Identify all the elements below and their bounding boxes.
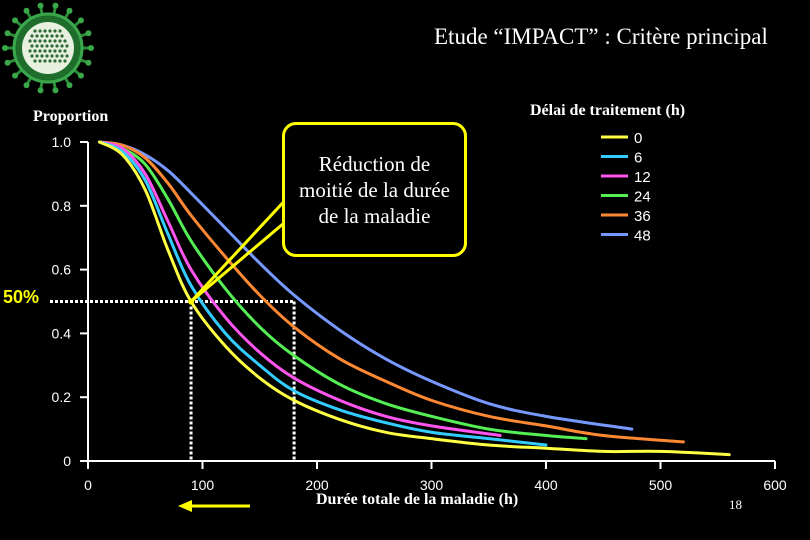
virus-logo-icon bbox=[2, 2, 94, 94]
x-tick-label: 200 bbox=[305, 477, 329, 493]
legend-label-48: 48 bbox=[634, 228, 651, 245]
series-line-24 bbox=[97, 140, 588, 441]
y-tick-label: 0.8 bbox=[52, 198, 72, 214]
x-tick-label: 300 bbox=[420, 477, 444, 493]
series-line-36 bbox=[97, 140, 685, 444]
x-tick-label: 400 bbox=[534, 477, 558, 493]
series-line-48 bbox=[97, 140, 634, 431]
y-axis-label: Proportion bbox=[33, 108, 109, 125]
legend-label-24: 24 bbox=[634, 189, 651, 206]
callout-pointer bbox=[190, 216, 291, 303]
callout-pointer-edge bbox=[189, 193, 292, 303]
x-tick-label: 100 bbox=[191, 477, 215, 493]
legend-label-12: 12 bbox=[634, 169, 651, 186]
legend-title: Délai de traitement (h) bbox=[530, 102, 686, 119]
x-tick-label: 600 bbox=[763, 477, 787, 493]
highlight-point bbox=[188, 298, 195, 305]
series-line-6 bbox=[97, 140, 548, 447]
arrow-left-icon bbox=[178, 500, 192, 512]
legend-label-36: 36 bbox=[634, 208, 651, 225]
x-tick-label: 500 bbox=[649, 477, 673, 493]
y-tick-label: 0.2 bbox=[52, 389, 72, 405]
series-line-0 bbox=[97, 140, 731, 457]
page-number: 18 bbox=[729, 497, 742, 512]
legend-label-0: 0 bbox=[634, 130, 642, 147]
fifty-percent-label: 50% bbox=[3, 287, 40, 307]
y-tick-label: 1.0 bbox=[52, 134, 72, 150]
legend-label-6: 6 bbox=[634, 150, 642, 167]
series-line-12 bbox=[97, 140, 502, 437]
x-axis-label: Durée totale de la maladie (h) bbox=[316, 491, 519, 508]
slide-title: Etude “IMPACT” : Critère principal bbox=[434, 24, 768, 49]
x-tick-label: 0 bbox=[84, 477, 92, 493]
y-tick-label: 0.4 bbox=[52, 325, 72, 341]
y-tick-label: 0.6 bbox=[52, 262, 72, 278]
callout-box: Réduction de moitié de la durée de la ma… bbox=[282, 122, 467, 257]
y-tick-label: 0 bbox=[63, 453, 71, 469]
